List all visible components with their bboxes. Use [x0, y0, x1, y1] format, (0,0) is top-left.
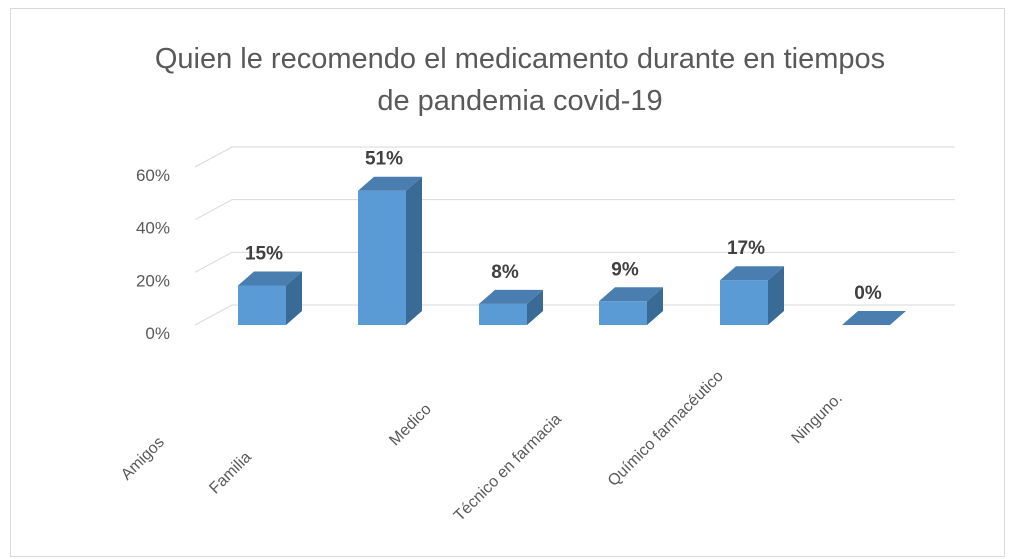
grid-line — [194, 146, 955, 168]
y-tick-label: 20% — [136, 271, 170, 290]
x-tick-label: Medico — [386, 401, 435, 450]
x-tick-label: Amigos — [118, 434, 168, 484]
bar-top — [238, 271, 302, 286]
data-label: 15% — [245, 244, 283, 265]
bar-front — [599, 301, 647, 325]
bar-top — [599, 287, 663, 302]
bar-front — [238, 285, 286, 325]
x-tick-label: Ninguno. — [789, 390, 846, 447]
bar-side — [286, 271, 302, 325]
x-tick-label: Familia — [206, 449, 255, 498]
y-tick-label: 0% — [145, 324, 170, 343]
bar-side — [406, 176, 422, 325]
bar-side — [768, 266, 784, 325]
grid-line — [194, 199, 955, 221]
bar-front — [720, 280, 768, 325]
bar-front — [358, 190, 406, 325]
bar — [238, 271, 302, 325]
chart-title: Quien le recomendo el medicamento durant… — [154, 43, 886, 117]
bar-top — [720, 266, 784, 281]
data-label: 9% — [611, 259, 639, 280]
bar — [842, 311, 906, 325]
bar — [479, 289, 543, 325]
bar-front — [479, 303, 527, 325]
data-label: 8% — [491, 262, 519, 283]
y-tick-label: 60% — [136, 166, 170, 185]
data-label: 0% — [854, 283, 882, 304]
bar — [358, 176, 422, 325]
grid-line — [194, 304, 955, 326]
x-tick-label: Químico farmacéutico — [605, 368, 727, 490]
data-label: 17% — [727, 238, 765, 259]
data-label: 51% — [365, 149, 403, 170]
bar-top — [842, 311, 906, 325]
bar — [599, 287, 663, 325]
y-tick-label: 40% — [136, 219, 170, 238]
grid-line — [194, 251, 955, 273]
bar — [720, 266, 784, 325]
x-tick-label: Técnico en farmacia — [451, 411, 565, 525]
bar-top — [479, 289, 543, 304]
bar-side — [527, 289, 543, 325]
bar-side — [647, 287, 663, 325]
bar-top — [358, 176, 422, 191]
chart-frame — [10, 8, 1005, 557]
